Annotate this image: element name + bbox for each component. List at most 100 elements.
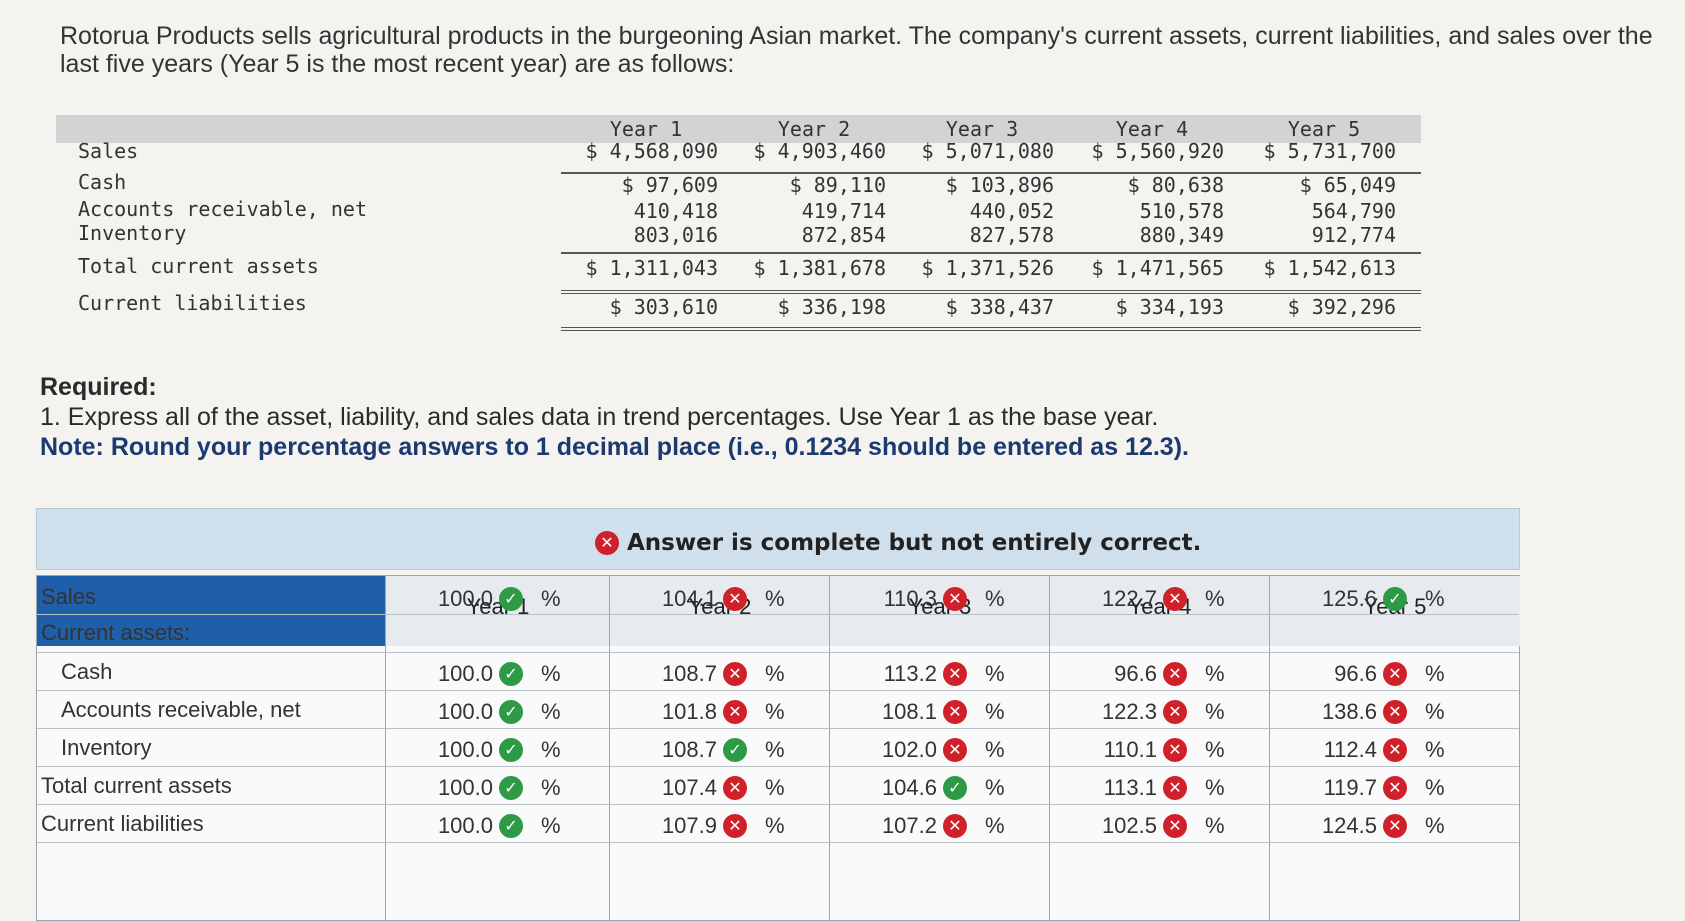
answer-cell-ar: 108.1 ✕%	[869, 699, 1005, 725]
row-label-sales: Sales	[78, 139, 139, 163]
answer-input[interactable]: 104.6	[881, 775, 937, 800]
value-inventory: 880,349	[1139, 223, 1224, 247]
value-total-current-assets: $ 1,311,043	[585, 256, 718, 280]
incorrect-x-icon: ✕	[943, 662, 967, 686]
label-current-assets: Current assets:	[41, 620, 191, 645]
correct-check-icon: ✓	[499, 814, 523, 838]
answer-input[interactable]: 122.7	[1101, 586, 1157, 611]
answer-input[interactable]: 107.2	[881, 813, 937, 838]
answer-input[interactable]: 108.7	[661, 661, 717, 686]
answer-cell-inv: 102.0 ✕%	[869, 737, 1005, 763]
value-ar: 410,418	[633, 199, 718, 223]
required-instruction: 1. Express all of the asset, liability, …	[40, 403, 1159, 431]
column-divider	[1049, 646, 1050, 920]
row-divider	[37, 652, 1519, 653]
value-cash: $ 103,896	[945, 173, 1054, 197]
answer-cell-sales: 110.3 ✕%	[869, 586, 1005, 612]
rule-after-total	[561, 290, 1421, 294]
answer-input[interactable]: 138.6	[1321, 699, 1377, 724]
answer-cell-ar: 138.6 ✕%	[1309, 699, 1445, 725]
percent-sign: %	[541, 813, 561, 838]
incorrect-x-icon: ✕	[723, 662, 747, 686]
label-sales: Sales	[41, 584, 97, 609]
value-sales: $ 5,731,700	[1263, 139, 1396, 163]
correct-check-icon: ✓	[499, 662, 523, 686]
percent-sign: %	[541, 737, 561, 762]
answer-cell-sales: 125.6 ✓%	[1309, 586, 1445, 612]
value-total-current-assets: $ 1,471,565	[1091, 256, 1224, 280]
answer-cell-cl: 100.0 ✓%	[425, 813, 561, 839]
answer-input[interactable]: 110.1	[1103, 737, 1157, 762]
answer-input[interactable]: 112.4	[1323, 737, 1377, 762]
rounding-note: Note: Round your percentage answers to 1…	[40, 433, 1189, 461]
percent-sign: %	[1425, 586, 1445, 611]
answer-input[interactable]: 100.0	[437, 586, 493, 611]
label-total-current-assets: Total current assets	[41, 773, 232, 798]
rule-after-inventory	[561, 252, 1421, 254]
answer-column-header: Year 2	[609, 576, 830, 646]
column-divider	[829, 646, 830, 920]
percent-sign: %	[1205, 661, 1225, 686]
answer-input[interactable]: 125.6	[1321, 586, 1377, 611]
percent-sign: %	[541, 586, 561, 611]
label-inventory: Inventory	[61, 735, 152, 760]
year-header: Year 1	[609, 117, 683, 141]
correct-check-icon: ✓	[499, 700, 523, 724]
answer-input[interactable]: 96.6	[1114, 661, 1157, 686]
percent-sign: %	[1205, 699, 1225, 724]
answer-cell-cash: 108.7 ✕%	[649, 661, 785, 687]
correct-check-icon: ✓	[499, 738, 523, 762]
incorrect-x-icon: ✕	[943, 700, 967, 724]
row-label-ar: Accounts receivable, net	[78, 197, 367, 221]
value-inventory: 912,774	[1311, 223, 1396, 247]
answer-input[interactable]: 122.3	[1101, 699, 1157, 724]
answer-input[interactable]: 104.1	[661, 586, 717, 611]
correct-check-icon: ✓	[499, 587, 523, 611]
value-cash: $ 80,638	[1127, 173, 1224, 197]
answer-input[interactable]: 96.6	[1334, 661, 1377, 686]
answer-input[interactable]: 107.9	[661, 813, 717, 838]
value-current-liabilities: $ 334,193	[1115, 295, 1224, 319]
answer-cell-tca: 104.6 ✓%	[869, 775, 1005, 801]
answer-input[interactable]: 108.1	[881, 699, 937, 724]
label-accounts-receivable: Accounts receivable, net	[61, 697, 301, 722]
answer-input[interactable]: 124.5	[1321, 813, 1377, 838]
value-ar: 419,714	[801, 199, 886, 223]
answer-input[interactable]: 107.4	[661, 775, 717, 800]
answer-input[interactable]: 100.0	[437, 737, 493, 762]
answer-cell-cash: 96.6 ✕%	[1309, 661, 1445, 687]
percent-sign: %	[1425, 737, 1445, 762]
answer-input[interactable]: 113.2	[883, 661, 937, 686]
year-column: Year 1 $ 4,568,090 $ 97,609 410,418 803,016 $…	[562, 115, 730, 365]
percent-sign: %	[541, 775, 561, 800]
percent-sign: %	[985, 737, 1005, 762]
year-header-bar	[56, 115, 1421, 143]
percent-sign: %	[765, 661, 785, 686]
answer-input[interactable]: 100.0	[437, 661, 493, 686]
answer-cell-cl: 102.5 ✕%	[1089, 813, 1225, 839]
percent-sign: %	[1425, 699, 1445, 724]
row-divider	[37, 614, 1519, 615]
answer-input[interactable]: 113.1	[1103, 775, 1157, 800]
rule-after-liabilities	[561, 327, 1421, 331]
percent-sign: %	[985, 699, 1005, 724]
answer-input[interactable]: 102.0	[881, 737, 937, 762]
incorrect-x-icon: ✕	[943, 814, 967, 838]
value-ar: 440,052	[969, 199, 1054, 223]
value-current-liabilities: $ 303,610	[609, 295, 718, 319]
answer-input[interactable]: 108.7	[661, 737, 717, 762]
incorrect-x-icon: ✕	[723, 776, 747, 800]
percent-sign: %	[541, 699, 561, 724]
answer-input[interactable]: 100.0	[437, 699, 493, 724]
answer-input[interactable]: 119.7	[1323, 775, 1377, 800]
answer-input[interactable]: 102.5	[1101, 813, 1157, 838]
answer-cell-cash: 96.6 ✕%	[1089, 661, 1225, 687]
answer-input[interactable]: 100.0	[437, 775, 493, 800]
required-title: Required:	[40, 373, 157, 401]
percent-sign: %	[765, 775, 785, 800]
answer-input[interactable]: 101.8	[661, 699, 717, 724]
row-label-cash: Cash	[78, 170, 127, 194]
answer-input[interactable]: 100.0	[437, 813, 493, 838]
answer-input[interactable]: 110.3	[883, 586, 937, 611]
percent-sign: %	[985, 813, 1005, 838]
